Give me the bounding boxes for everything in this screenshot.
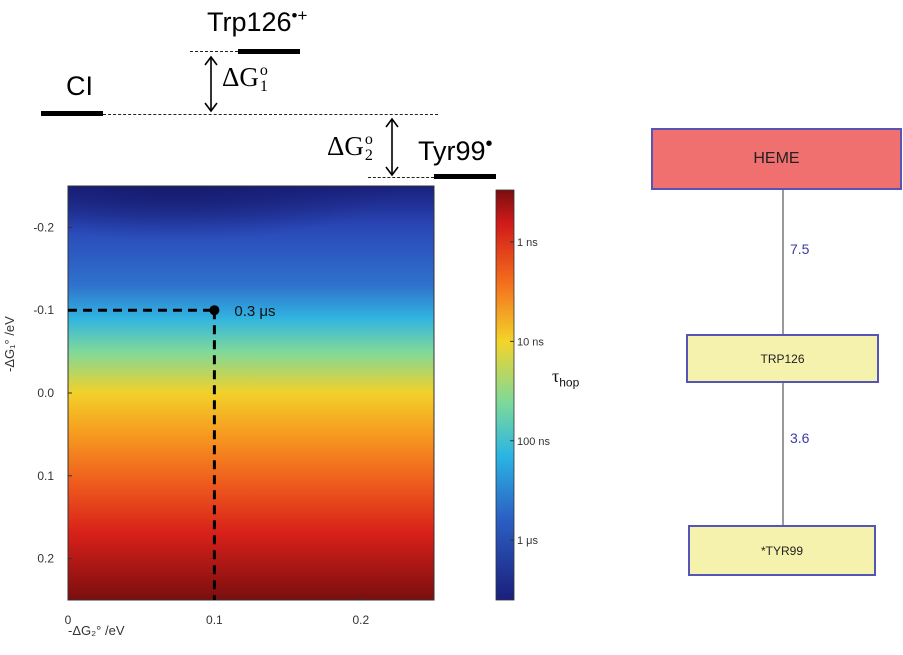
- colorbar-gradient: [495, 189, 515, 601]
- trp-tyr-connector: [782, 383, 784, 526]
- distance-heme-trp: 7.5: [790, 241, 810, 257]
- colorbar-tick-label: 100 ns: [517, 436, 551, 448]
- tyr99-node-label: *TYR99: [760, 543, 804, 558]
- marker-point: [209, 305, 220, 316]
- distance-trp-tyr: 3.6: [790, 430, 810, 446]
- tyr99-level-label: Tyr99•: [418, 133, 493, 166]
- ci-level-label: CI: [66, 71, 93, 101]
- delta-g1-label: ΔG o 1: [222, 62, 268, 95]
- y-tick-label: 0.2: [37, 552, 54, 566]
- colorbar-label: τhop: [552, 366, 580, 390]
- colorbar-tick-label: 1 μs: [517, 535, 539, 547]
- heme-node-label: HEME: [753, 150, 800, 167]
- colorbar-tick-label: 1 ns: [517, 237, 538, 249]
- x-axis-label: -ΔG₂° /eV: [68, 623, 125, 638]
- tyr99-level-bar: [434, 174, 496, 179]
- colorbar: 1 ns 10 ns 100 ns 1 μs: [495, 189, 551, 601]
- trp126-level-label: Trp126•+: [207, 6, 308, 37]
- colorbar-ticks: 1 ns 10 ns 100 ns 1 μs: [510, 237, 551, 547]
- x-tick-label: 0: [65, 613, 72, 627]
- trp126-level-bar: [238, 49, 300, 54]
- heme-node: HEME: [651, 128, 902, 190]
- ci-dashed-line: [103, 114, 438, 115]
- y-axis-label: -ΔG₁° /eV: [2, 316, 17, 372]
- x-tick-label: 0.2: [352, 613, 369, 627]
- x-tick-label: 0.1: [206, 613, 223, 627]
- marker-label: 0.3 μs: [234, 303, 275, 320]
- colorbar-tick-label: 10 ns: [517, 336, 544, 348]
- trp126-node: TRP126: [686, 334, 879, 383]
- heatmap-chart: 0 0.1 0.2 -0.2 -0.1 0.0 0.1 0.2 0.3 μs 1 ns 10 …: [33, 185, 551, 627]
- tyr99-dashed-line: [368, 177, 434, 178]
- plot-area: 0 0.1 0.2 -0.2 -0.1 0.0 0.1 0.2 0.3 μs: [33, 185, 435, 627]
- trp126-dashed-line: [190, 51, 238, 52]
- y-tick-label: 0.0: [37, 386, 54, 400]
- delta-g2-label: ΔG o 2: [327, 131, 373, 164]
- y-tick-label: -0.2: [33, 220, 54, 234]
- trp126-node-label: TRP126: [760, 351, 805, 366]
- y-axis: -0.2 -0.1 0.0 0.1 0.2: [33, 220, 72, 566]
- tyr99-node: *TYR99: [688, 525, 876, 576]
- ci-level-bar: [41, 111, 103, 116]
- y-tick-label: -0.1: [33, 303, 54, 317]
- delta-g2-arrow: [385, 117, 399, 177]
- delta-g1-arrow: [204, 55, 218, 113]
- x-axis: 0 0.1 0.2: [65, 596, 369, 627]
- marker-group: 0.3 μs: [68, 303, 276, 600]
- heme-trp-connector: [782, 190, 784, 335]
- heatmap-dark-region: [68, 186, 434, 278]
- y-tick-label: 0.1: [37, 469, 54, 483]
